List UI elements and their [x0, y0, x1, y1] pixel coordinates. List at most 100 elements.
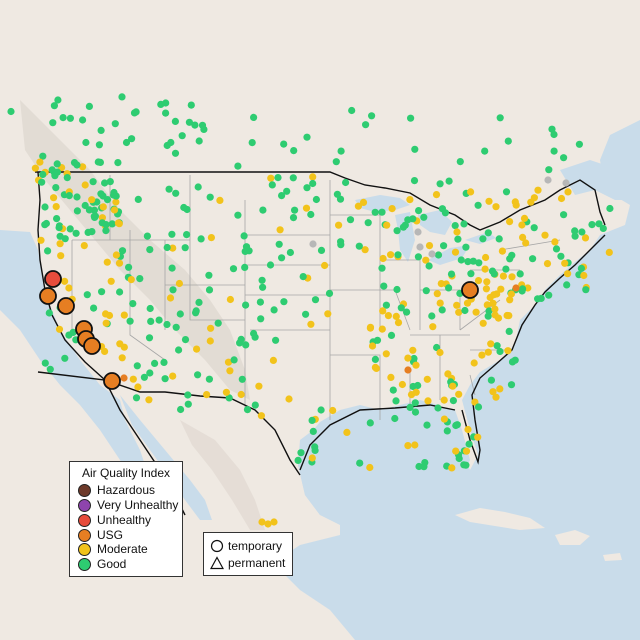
monitoring-site[interactable]	[440, 396, 448, 404]
monitoring-site[interactable]	[160, 358, 168, 366]
monitoring-site[interactable]	[180, 203, 188, 212]
monitoring-site[interactable]	[366, 463, 374, 472]
monitoring-site[interactable]	[448, 464, 456, 472]
monitoring-site[interactable]	[557, 194, 566, 203]
monitoring-site[interactable]	[234, 211, 242, 219]
monitoring-site[interactable]	[437, 280, 445, 288]
monitoring-site[interactable]	[44, 247, 52, 255]
monitoring-site[interactable]	[225, 394, 233, 402]
monitoring-site[interactable]	[226, 295, 234, 304]
monitoring-site[interactable]	[56, 240, 64, 248]
monitoring-site[interactable]	[472, 308, 480, 316]
monitoring-site[interactable]	[355, 242, 363, 250]
monitoring-site[interactable]	[146, 304, 154, 313]
monitoring-site[interactable]	[98, 288, 106, 296]
monitoring-site[interactable]	[379, 254, 387, 263]
monitoring-site[interactable]	[541, 231, 549, 239]
monitoring-site[interactable]	[449, 397, 457, 405]
monitoring-site[interactable]	[483, 278, 491, 286]
monitoring-site[interactable]	[73, 207, 81, 215]
monitoring-site[interactable]	[382, 350, 390, 358]
monitoring-site[interactable]	[65, 284, 73, 292]
monitoring-site[interactable]	[289, 174, 297, 182]
monitoring-site[interactable]	[505, 312, 513, 320]
monitoring-site[interactable]	[578, 228, 586, 236]
monitoring-site[interactable]	[356, 459, 364, 467]
monitoring-site[interactable]	[489, 388, 497, 396]
monitoring-site[interactable]	[172, 189, 180, 197]
monitoring-site[interactable]	[410, 354, 418, 363]
monitoring-site[interactable]	[309, 427, 317, 435]
monitoring-site[interactable]	[455, 454, 463, 463]
monitoring-site[interactable]	[297, 449, 305, 457]
monitoring-site[interactable]	[280, 140, 288, 148]
monitoring-site[interactable]	[378, 264, 386, 272]
monitoring-site[interactable]	[136, 275, 144, 283]
monitoring-site[interactable]	[241, 263, 249, 271]
monitoring-site[interactable]	[240, 232, 248, 240]
monitoring-site[interactable]	[126, 317, 134, 325]
monitoring-site[interactable]	[73, 193, 81, 201]
monitoring-site[interactable]	[102, 319, 110, 327]
monitoring-site[interactable]	[394, 319, 403, 327]
monitoring-site[interactable]	[234, 162, 242, 170]
monitoring-site[interactable]	[441, 209, 449, 217]
monitoring-site[interactable]	[552, 245, 561, 253]
monitoring-site[interactable]	[519, 233, 527, 241]
monitoring-site[interactable]	[445, 284, 453, 292]
monitoring-site[interactable]	[485, 197, 493, 205]
monitoring-site[interactable]	[216, 196, 224, 204]
monitoring-site[interactable]	[411, 399, 419, 407]
monitoring-site[interactable]	[132, 394, 141, 402]
monitoring-site[interactable]	[162, 99, 170, 107]
monitoring-site[interactable]	[456, 158, 464, 166]
monitoring-site[interactable]	[206, 337, 214, 345]
monitoring-site[interactable]	[41, 359, 49, 367]
monitoring-site[interactable]	[499, 272, 507, 280]
monitoring-site[interactable]	[259, 206, 267, 214]
monitoring-site[interactable]	[575, 140, 584, 148]
monitoring-site[interactable]	[242, 341, 250, 349]
monitoring-site[interactable]	[506, 296, 514, 304]
monitoring-site[interactable]	[545, 166, 553, 174]
monitoring-site[interactable]	[447, 270, 456, 278]
monitoring-site[interactable]	[303, 133, 311, 141]
monitoring-site[interactable]	[82, 138, 90, 147]
monitoring-site[interactable]	[193, 345, 201, 353]
monitoring-site[interactable]	[505, 327, 513, 335]
monitoring-site[interactable]	[496, 114, 504, 122]
monitoring-site[interactable]	[264, 520, 272, 528]
monitoring-site[interactable]	[504, 347, 512, 355]
monitoring-site[interactable]	[366, 323, 375, 331]
monitoring-site[interactable]	[436, 299, 444, 307]
monitoring-site[interactable]	[399, 223, 407, 231]
monitoring-site[interactable]	[116, 288, 124, 296]
monitoring-site[interactable]	[333, 190, 341, 198]
monitoring-site[interactable]	[276, 226, 284, 234]
monitoring-site[interactable]	[278, 192, 286, 200]
monitoring-site[interactable]	[309, 240, 317, 248]
monitoring-site[interactable]	[453, 228, 461, 236]
monitoring-site[interactable]	[496, 385, 504, 393]
monitoring-site[interactable]	[449, 382, 457, 390]
monitoring-site[interactable]	[37, 236, 45, 244]
monitoring-site[interactable]	[132, 108, 140, 116]
monitoring-site[interactable]	[106, 178, 114, 186]
monitoring-site[interactable]	[424, 397, 432, 405]
monitoring-site[interactable]	[146, 246, 154, 254]
monitoring-site[interactable]	[81, 201, 89, 210]
monitoring-site[interactable]	[511, 198, 519, 206]
monitoring-site[interactable]	[434, 404, 442, 412]
monitoring-site[interactable]	[434, 251, 443, 259]
highlighted-site-marker[interactable]	[57, 297, 75, 315]
monitoring-site[interactable]	[258, 276, 266, 284]
monitoring-site[interactable]	[187, 101, 195, 109]
monitoring-site[interactable]	[387, 331, 396, 339]
monitoring-site[interactable]	[428, 312, 436, 320]
monitoring-site[interactable]	[203, 391, 211, 399]
monitoring-site[interactable]	[79, 116, 87, 124]
monitoring-site[interactable]	[527, 198, 535, 206]
monitoring-site[interactable]	[102, 310, 110, 318]
monitoring-site[interactable]	[248, 139, 256, 147]
monitoring-site[interactable]	[543, 260, 552, 268]
